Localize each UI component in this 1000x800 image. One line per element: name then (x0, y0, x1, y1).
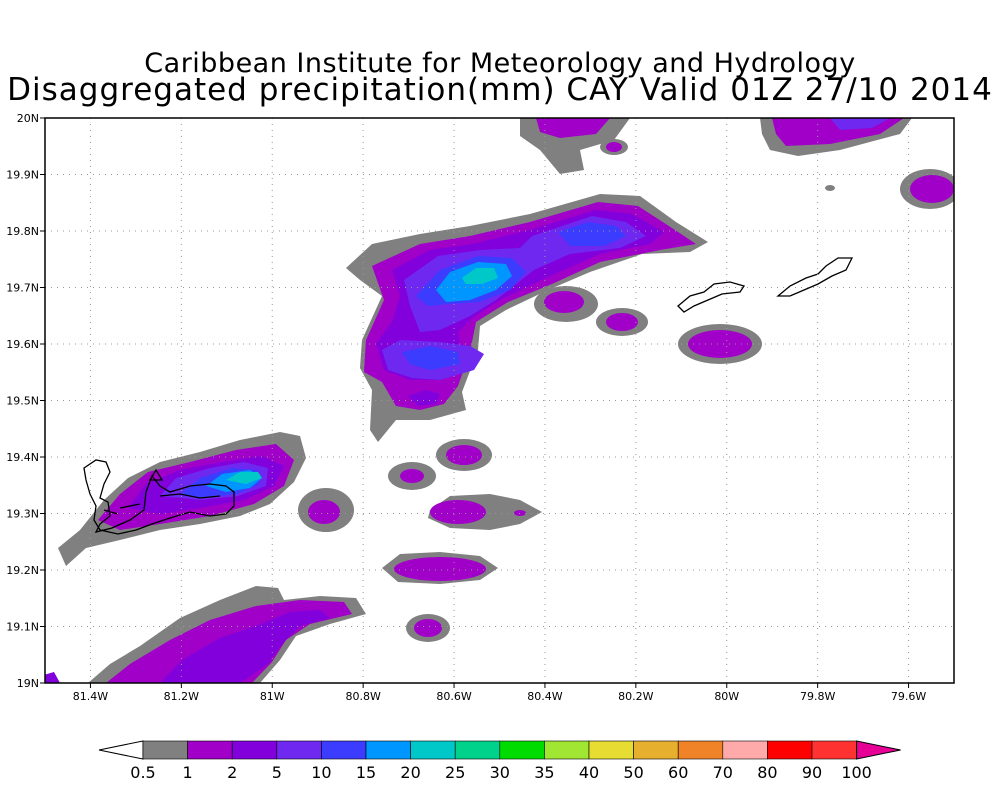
rain-cell-southwest-band (45, 586, 366, 683)
colorbar-label: 50 (623, 763, 643, 782)
title-product: Disaggregated precipitation(mm) CAY Vali… (7, 72, 993, 108)
colorbar-low-arrow (98, 740, 144, 760)
x-tick-label: 80.8W (345, 690, 380, 703)
colorbar-label: 30 (490, 763, 510, 782)
colorbar-segment (410, 740, 456, 760)
colorbar-segment (187, 740, 233, 760)
colorbar-label: 35 (534, 763, 554, 782)
colorbar-label: 20 (400, 763, 420, 782)
colorbar-label: 0.5 (130, 763, 155, 782)
y-tick-label: 19.7N (6, 282, 39, 295)
x-tick-label: 81W (260, 690, 285, 703)
colorbar-segment (321, 740, 367, 760)
longitude-labels: 81.4W 81.2W 81W 80.8W 80.6W 80.4W 80.2W 80W 79.8… (73, 683, 926, 703)
color-scale-bar: 0.5 1 2 5 10 15 20 25 30 35 40 50 60 70 80 90 100 (98, 740, 901, 782)
colorbar-label: 90 (802, 763, 822, 782)
grand-cayman-island (83, 459, 235, 535)
precipitation-field (45, 118, 954, 683)
colorbar-high-arrow (856, 740, 901, 760)
colorbar-segment (811, 740, 857, 760)
colorbar-label: 5 (272, 763, 282, 782)
colorbar-label: 15 (356, 763, 376, 782)
x-tick-label: 80W (714, 690, 739, 703)
x-tick-label: 79.8W (800, 690, 835, 703)
x-tick-label: 81.4W (73, 690, 108, 703)
cayman-brac-island (776, 257, 854, 297)
y-tick-label: 19.1N (6, 621, 39, 634)
y-tick-label: 19.8N (6, 225, 39, 238)
little-cayman-island (677, 281, 746, 313)
x-tick-label: 80.6W (436, 690, 471, 703)
rain-cell-north (520, 118, 954, 209)
colorbar-segment (276, 740, 322, 760)
y-tick-label: 19.3N (6, 508, 39, 521)
x-tick-label: 81.2W (164, 690, 199, 703)
y-tick-label: 19.9N (6, 169, 39, 182)
x-tick-label: 79.6W (891, 690, 926, 703)
rain-cell-central-band (346, 194, 708, 442)
coastline (83, 257, 854, 535)
colorbar-segment (722, 740, 768, 760)
latitude-labels: 19N 19.1N 19.2N 19.3N 19.4N 19.5N 19.6N 19.7N 19… (6, 112, 45, 690)
colorbar-segment (677, 740, 724, 760)
y-tick-label: 19N (17, 677, 39, 690)
colorbar-segment (633, 740, 679, 760)
colorbar-segment (544, 740, 590, 760)
colorbar-segment (231, 740, 278, 760)
y-tick-label: 19.2N (6, 564, 39, 577)
colorbar-label: 100 (841, 763, 872, 782)
colorbar-segment (588, 740, 634, 760)
colorbar-label: 10 (311, 763, 331, 782)
y-tick-label: 19.5N (6, 395, 39, 408)
y-tick-label: 20N (17, 112, 39, 125)
colorbar-segment (499, 740, 545, 760)
colorbar-label: 1 (183, 763, 193, 782)
colorbar-label: 2 (227, 763, 237, 782)
lat-lon-grid (45, 118, 954, 683)
y-tick-label: 19.4N (6, 451, 39, 464)
colorbar-label: 80 (757, 763, 777, 782)
rain-cell-scattered (298, 286, 762, 642)
colorbar-label: 25 (445, 763, 465, 782)
colorbar-segment (365, 740, 411, 760)
y-tick-label: 19.6N (6, 338, 39, 351)
colorbar-segment (454, 740, 501, 760)
colorbar-label: 60 (668, 763, 688, 782)
title-institute: Caribbean Institute for Meteorology and … (144, 48, 856, 79)
colorbar-segment (142, 740, 188, 760)
colorbar-segment (767, 740, 813, 760)
colorbar-label: 70 (713, 763, 733, 782)
rain-cell-grand-cayman (58, 432, 306, 566)
colorbar-label: 40 (579, 763, 599, 782)
x-tick-label: 80.2W (618, 690, 653, 703)
x-tick-label: 80.4W (527, 690, 562, 703)
